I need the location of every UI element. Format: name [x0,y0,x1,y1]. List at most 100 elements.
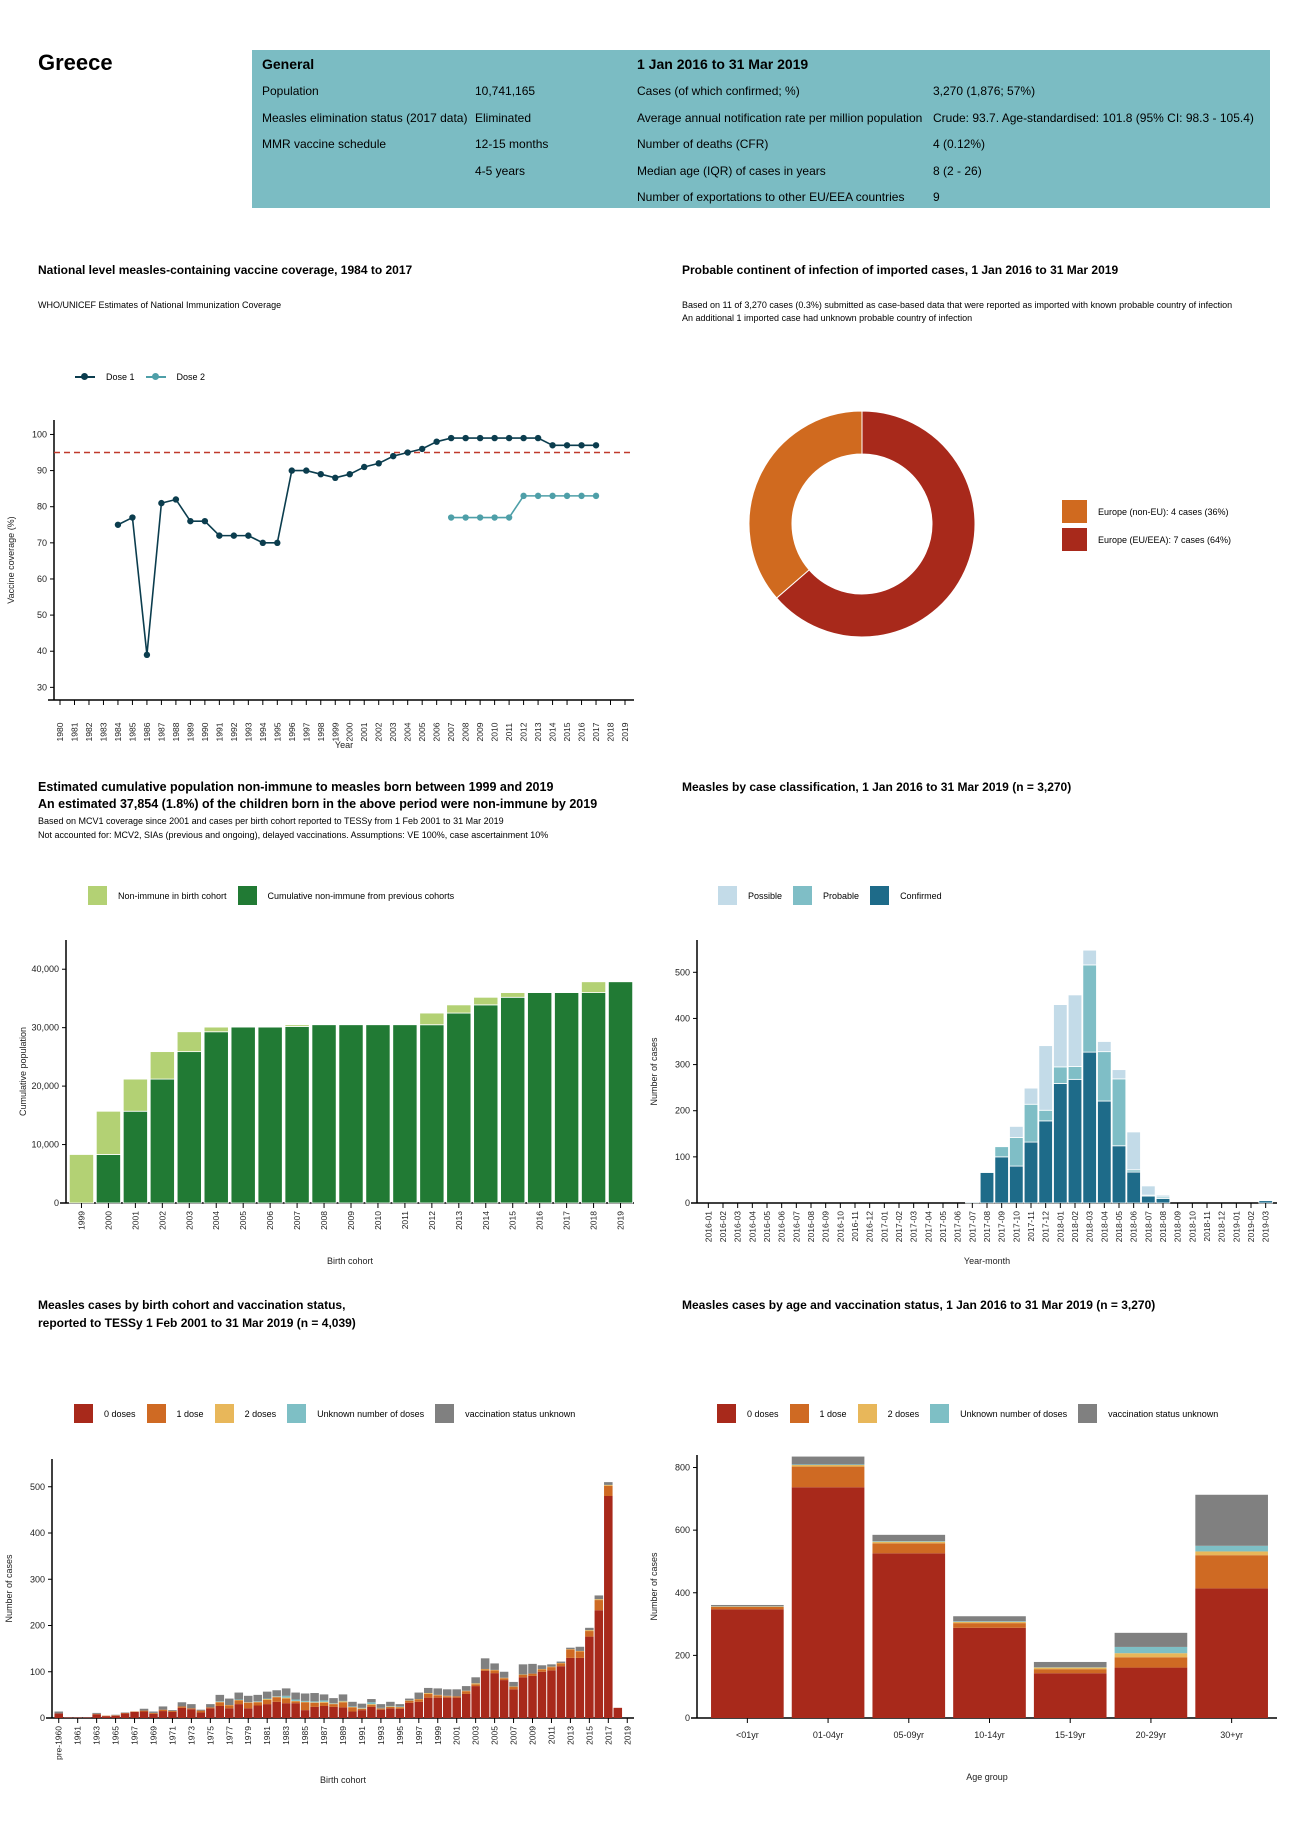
bar-segment [480,1669,490,1671]
x-axis-title: Year [335,740,353,750]
data-point [534,434,542,442]
x-tick-label: 2016-07 [791,1211,801,1242]
x-tick-label: 2011 [546,1726,556,1745]
legend-swatch [435,1404,455,1423]
data-point [346,470,353,478]
x-tick-label: 2018-12 [1217,1211,1227,1242]
bar-segment [1195,1494,1268,1546]
bar-segment [556,1661,566,1663]
data-point [592,442,600,449]
data-point [404,449,411,456]
bar-segment [367,1699,376,1703]
bar-segment [262,1691,272,1699]
legend-swatch [930,1404,950,1423]
data-point [259,539,267,547]
bar-segment [446,1004,472,1014]
bar-segment [338,1707,348,1718]
x-tick-label: 2011 [504,723,514,742]
bar-segment [196,1709,206,1711]
data-point [201,517,209,525]
country-title: Greece [38,50,113,75]
legend-label: Cumulative non-immune from previous coho… [267,890,455,901]
x-tick-label: 2018-11 [1202,1211,1212,1242]
summary-table: General 1 Jan 2016 to 31 Mar 2019 Popula… [252,50,1270,208]
y-tick-label: 200 [675,1106,690,1116]
x-tick-label: 2010 [373,1211,383,1230]
bar-segment [338,1702,348,1708]
bar-segment [376,1704,386,1708]
x-tick-label: 1985 [127,722,137,741]
x-tick-label: 1996 [287,722,297,741]
bar-segment [1097,1041,1112,1053]
bar-segment [1111,1145,1127,1204]
bar-segment [367,1704,376,1706]
bar-segment [319,1694,329,1701]
bar-segment [1155,1194,1171,1198]
bar-segment [329,1704,338,1707]
legend-item: 0 doses [717,1404,779,1423]
bar-segment [225,1708,234,1718]
y-tick-label: 400 [675,1013,690,1023]
x-tick-label: 2018-06 [1129,1211,1139,1242]
bar-segment [234,1692,244,1700]
legend-swatch [717,1404,736,1423]
x-tick-label: 2016-01 [703,1211,713,1242]
bar-segment [528,1673,537,1676]
nonimmune-chart-subtitle: Based on MCV1 coverage since 2001 and ca… [38,816,504,826]
bar-segment [424,1697,433,1718]
x-tick-label: 2016-04 [747,1211,757,1242]
x-tick-label: 1989 [185,722,195,741]
bar-segment [1053,1083,1068,1204]
bar-segment [1009,1126,1024,1138]
legend-item: Unknown number of doses [930,1404,1067,1423]
bar-segment [1067,1066,1083,1080]
bar-segment [284,1026,310,1204]
y-tick-label: 0 [685,1713,690,1723]
data-point [476,514,484,521]
bar-segment [281,1688,291,1696]
period-label: Cases (of which confirmed; %) [637,84,800,98]
bar-segment [272,1697,281,1702]
bar-segment [1114,1632,1188,1647]
bar-segment [376,1709,386,1718]
data-point [172,496,180,503]
bar-segment [168,1711,177,1718]
x-tick-label: 1985 [300,1726,310,1745]
legend-label: Confirmed [900,890,942,901]
bar-segment [461,1686,471,1691]
bar-segment [575,1646,585,1651]
y-tick-label: 40,000 [31,964,59,974]
x-tick-label: 2006 [265,1211,275,1230]
x-tick-label: 2007 [509,1726,519,1745]
bar-segment [176,1031,202,1053]
bar-segment [452,1689,461,1697]
bar-segment [310,1702,319,1707]
data-point [520,434,527,442]
import-chart-title: Probable continent of infection of impor… [682,263,1119,277]
birth-cohort-chart-title-2: reported to TESSy 1 Feb 2001 to 31 Mar 2… [38,1316,356,1330]
x-tick-label: 2017-07 [967,1211,977,1242]
bar-segment [203,1031,229,1204]
bar-segment [452,1697,461,1718]
bar-segment [215,1705,225,1718]
nonimmune-chart-title-2: An estimated 37,854 (1.8%) of the childr… [38,797,598,811]
bar-segment [604,1485,613,1496]
bar-segment [604,1482,613,1485]
bar-segment [130,1711,139,1718]
legend-item: Possible [718,886,782,905]
x-tick-label: 1981 [262,1726,272,1745]
bar-segment [357,1703,367,1708]
bar-segment [177,1707,187,1718]
bar-segment [791,1465,865,1467]
y-tick-label: 100 [675,1152,690,1162]
data-point [143,651,151,659]
bar-segment [594,1595,604,1600]
legend-item: Europe (non-EU): 4 cases (36%) [1062,500,1229,523]
bar-segment [1009,1137,1024,1167]
x-tick-label: 2016-11 [850,1211,860,1242]
data-point [158,499,165,507]
x-tick-label: 2017-01 [879,1211,889,1242]
bar-segment [243,1708,253,1718]
coverage-legend: Dose 1 Dose 2 [75,372,216,382]
x-axis-title: Age group [966,1772,1008,1782]
